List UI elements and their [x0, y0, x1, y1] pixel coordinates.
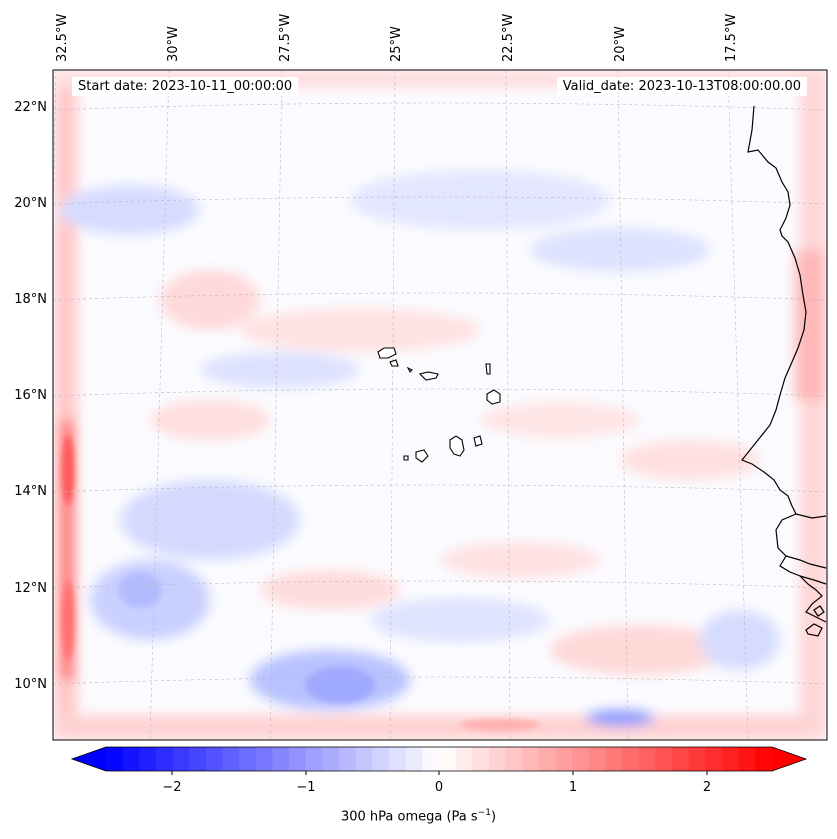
- colorbar-extend-max: [772, 747, 806, 771]
- colorbar-outline: [70, 746, 808, 772]
- lon-label: 30°W: [166, 26, 181, 62]
- colorbar-segment: [622, 747, 640, 771]
- colorbar-segment: [289, 747, 307, 771]
- colorbar-segment: [538, 747, 557, 771]
- colorbar-segment: [172, 747, 190, 771]
- colorbar-segment: [705, 747, 723, 771]
- graticule: [53, 70, 827, 740]
- colorbar-segment: [755, 747, 773, 771]
- colorbar-tick-label: −2: [162, 780, 181, 795]
- colorbar-tick-label: 0: [435, 780, 443, 795]
- colorbar-segment: [255, 747, 274, 771]
- colorbar-segment: [405, 747, 423, 771]
- colorbar-segment: [106, 747, 124, 771]
- colorbar-segment: [239, 747, 257, 771]
- colorbar-segments: [72, 747, 806, 771]
- colorbar-segment: [688, 747, 706, 771]
- colorbar-tick-label: 1: [569, 780, 577, 795]
- colorbar-segment: [505, 747, 523, 771]
- lon-label: 17.5°W: [724, 14, 739, 62]
- lon-label: 20°W: [613, 26, 628, 62]
- lat-label: 14°N: [14, 484, 47, 499]
- longitude-labels: 32.5°W 30°W 27.5°W 25°W 22.5°W 20°W 17.5…: [55, 14, 739, 62]
- colorbar-tick-label: 2: [703, 780, 711, 795]
- colorbar-segment: [205, 747, 224, 771]
- colorbar-ticks: [171, 771, 708, 775]
- colorbar-segment: [272, 747, 290, 771]
- latitude-labels: 22°N 20°N 18°N 16°N 14°N 12°N 10°N: [14, 100, 47, 692]
- cape-verde-islands: [377, 347, 501, 463]
- colorbar-segment: [722, 747, 740, 771]
- lat-label: 16°N: [14, 388, 47, 403]
- colorbar-segment: [555, 747, 573, 771]
- colorbar-segment: [155, 747, 174, 771]
- colorbar-segment: [572, 747, 590, 771]
- colorbar-segment: [455, 747, 473, 771]
- colorbar-label-close: ): [490, 809, 497, 825]
- lon-label: 25°W: [389, 26, 404, 62]
- colorbar-label-exponent: −1: [477, 808, 491, 818]
- colorbar-segment: [139, 747, 157, 771]
- colorbar-segment: [672, 747, 690, 771]
- coastlines: [741, 105, 827, 637]
- lon-label: 27.5°W: [278, 14, 293, 62]
- colorbar-segment: [305, 747, 324, 771]
- lon-label: 22.5°W: [501, 14, 516, 62]
- colorbar-extend-min: [72, 747, 106, 771]
- lat-label: 20°N: [14, 196, 47, 211]
- colorbar-segment: [339, 747, 357, 771]
- lat-label: 12°N: [14, 581, 47, 596]
- colorbar-segment: [322, 747, 340, 771]
- start-date-label: Start date: 2023-10-11_00:00:00: [72, 77, 299, 96]
- colorbar: −2 −1 0 1 2: [70, 746, 808, 795]
- colorbar-segment: [472, 747, 490, 771]
- colorbar-segment: [522, 747, 540, 771]
- colorbar-segment: [122, 747, 140, 771]
- colorbar-segment: [222, 747, 240, 771]
- colorbar-segment: [189, 747, 207, 771]
- colorbar-label-text: 300 hPa omega (Pa s: [340, 809, 478, 825]
- colorbar-segment: [638, 747, 657, 771]
- colorbar-tick-label: −1: [296, 780, 315, 795]
- colorbar-segment: [439, 747, 457, 771]
- colorbar-segment: [355, 747, 373, 771]
- colorbar-segment: [655, 747, 673, 771]
- map-frame: [52, 69, 828, 741]
- colorbar-segment: [422, 747, 440, 771]
- lat-label: 18°N: [14, 292, 47, 307]
- colorbar-segment: [488, 747, 507, 771]
- colorbar-segment: [605, 747, 623, 771]
- colorbar-segment: [588, 747, 607, 771]
- colorbar-segment: [372, 747, 390, 771]
- colorbar-segment: [389, 747, 407, 771]
- lat-label: 22°N: [14, 100, 47, 115]
- lat-label: 10°N: [14, 677, 47, 692]
- africa-coastline: [741, 105, 827, 623]
- valid-date-label: Valid_date: 2023-10-13T08:00:00.00: [556, 77, 807, 96]
- lon-label: 32.5°W: [55, 14, 70, 62]
- colorbar-label: 300 hPa omega (Pa s−1): [0, 808, 837, 824]
- colorbar-segment: [738, 747, 756, 771]
